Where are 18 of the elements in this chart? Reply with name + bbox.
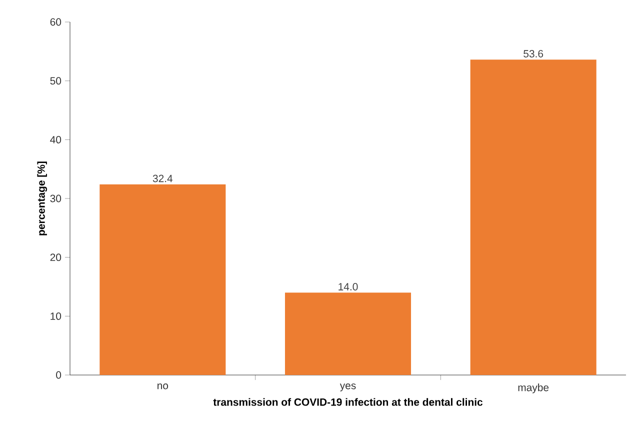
data-label: 14.0 [338,283,358,290]
y-tick-label: 30 [50,194,62,202]
x-tick-label: no [158,384,168,390]
y-tick-label: 20 [50,254,62,262]
data-label: 53.6 [524,50,544,58]
data-label: 32.4 [152,174,173,182]
bar [100,184,226,375]
y-tick-label: 40 [50,136,62,144]
x-axis-title: transmission of COVID-19 infection at the dental clinic [213,398,483,406]
y-tick-label: 60 [50,18,62,26]
y-tick-label: 10 [50,312,62,320]
bar [470,60,596,375]
bar [284,292,412,375]
y-tick-label: 50 [50,77,62,85]
y-tick-label: 0 [56,371,62,379]
x-tick-label: yes [340,384,356,392]
x-tick-label: maybe [518,384,549,394]
y-axis-title: percentage [%] [37,162,48,236]
